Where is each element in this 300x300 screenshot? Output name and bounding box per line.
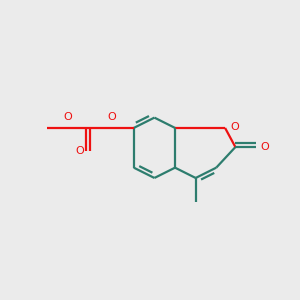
Text: O: O [107,112,116,122]
Text: O: O [260,142,269,152]
Text: O: O [76,146,85,157]
Text: O: O [63,112,72,122]
Text: O: O [230,122,239,132]
